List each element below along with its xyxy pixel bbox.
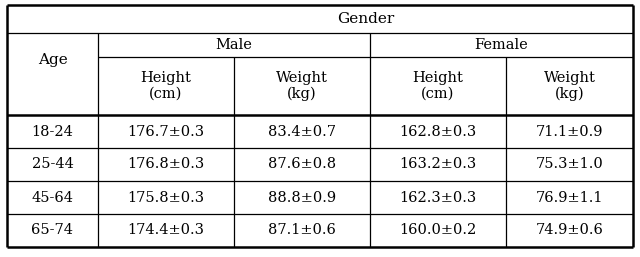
Text: 163.2±0.3: 163.2±0.3 — [399, 158, 477, 171]
Text: Age: Age — [38, 53, 67, 67]
Text: 162.3±0.3: 162.3±0.3 — [399, 190, 477, 205]
Text: 83.4±0.7: 83.4±0.7 — [268, 124, 336, 139]
Text: Height
(cm): Height (cm) — [413, 71, 463, 101]
Text: Female: Female — [475, 38, 529, 52]
Text: 162.8±0.3: 162.8±0.3 — [399, 124, 477, 139]
Text: 87.1±0.6: 87.1±0.6 — [268, 224, 336, 237]
Text: Gender: Gender — [337, 12, 394, 26]
Text: Height
(cm): Height (cm) — [141, 71, 191, 101]
Text: 160.0±0.2: 160.0±0.2 — [399, 224, 477, 237]
Text: 25-44: 25-44 — [31, 158, 74, 171]
Text: 176.7±0.3: 176.7±0.3 — [127, 124, 205, 139]
Text: 87.6±0.8: 87.6±0.8 — [268, 158, 336, 171]
Text: 88.8±0.9: 88.8±0.9 — [268, 190, 336, 205]
Text: 65-74: 65-74 — [31, 224, 74, 237]
Text: 45-64: 45-64 — [31, 190, 74, 205]
Text: 176.8±0.3: 176.8±0.3 — [127, 158, 205, 171]
Text: 71.1±0.9: 71.1±0.9 — [536, 124, 604, 139]
Text: 75.3±1.0: 75.3±1.0 — [536, 158, 604, 171]
Text: 18-24: 18-24 — [31, 124, 74, 139]
Text: 174.4±0.3: 174.4±0.3 — [127, 224, 205, 237]
Text: Male: Male — [216, 38, 252, 52]
Text: 76.9±1.1: 76.9±1.1 — [536, 190, 604, 205]
Text: Weight
(kg): Weight (kg) — [543, 71, 595, 101]
Text: 74.9±0.6: 74.9±0.6 — [536, 224, 604, 237]
Text: Weight
(kg): Weight (kg) — [276, 71, 328, 101]
Text: 175.8±0.3: 175.8±0.3 — [127, 190, 205, 205]
